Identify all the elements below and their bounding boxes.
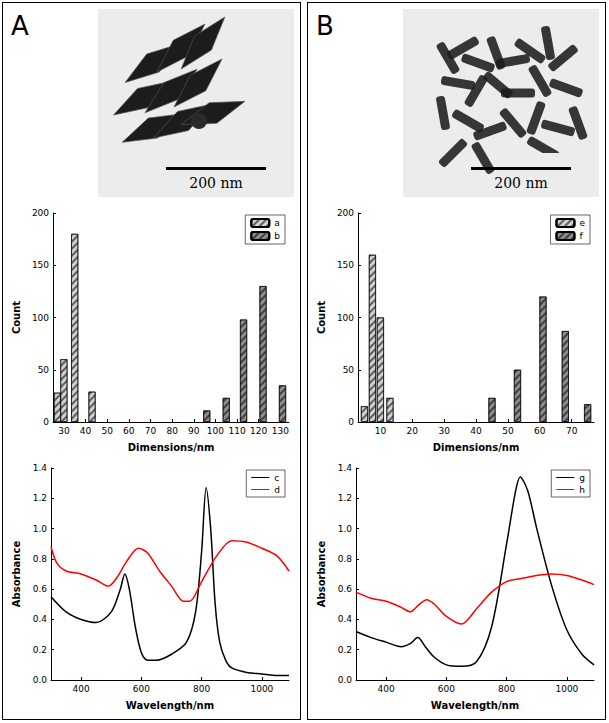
svg-text:50: 50	[343, 365, 355, 375]
svg-text:f: f	[579, 231, 583, 241]
svg-text:A: A	[11, 11, 29, 41]
svg-text:150: 150	[337, 260, 354, 270]
svg-text:0.2: 0.2	[33, 645, 47, 655]
svg-text:200: 200	[32, 208, 49, 218]
svg-text:800: 800	[498, 684, 515, 694]
svg-text:50: 50	[38, 365, 50, 375]
svg-text:h: h	[579, 485, 585, 495]
svg-text:0.0: 0.0	[338, 675, 353, 685]
svg-text:0.2: 0.2	[338, 645, 352, 655]
svg-text:150: 150	[32, 260, 49, 270]
svg-text:1.0: 1.0	[338, 524, 353, 534]
svg-text:Absorbance: Absorbance	[316, 541, 327, 608]
svg-text:30: 30	[58, 426, 70, 436]
svg-text:1.2: 1.2	[33, 493, 47, 503]
svg-text:60: 60	[123, 426, 135, 436]
svg-text:70: 70	[145, 426, 157, 436]
svg-text:90: 90	[188, 426, 200, 436]
svg-text:50: 50	[101, 426, 113, 436]
svg-text:0.4: 0.4	[338, 614, 353, 624]
svg-text:0.8: 0.8	[33, 554, 48, 564]
svg-text:0.6: 0.6	[33, 584, 48, 594]
svg-text:Dimensions/nm: Dimensions/nm	[433, 442, 520, 453]
svg-text:Wavelength/nm: Wavelength/nm	[431, 700, 519, 711]
svg-text:0: 0	[348, 417, 354, 427]
svg-text:10: 10	[375, 426, 387, 436]
svg-text:100: 100	[207, 426, 224, 436]
svg-text:e: e	[579, 218, 585, 228]
svg-text:1.4: 1.4	[338, 463, 353, 473]
svg-text:1000: 1000	[555, 684, 578, 694]
svg-text:70: 70	[566, 426, 578, 436]
svg-text:200: 200	[337, 208, 354, 218]
svg-text:60: 60	[534, 426, 546, 436]
svg-text:130: 130	[272, 426, 289, 436]
svg-text:400: 400	[73, 684, 90, 694]
svg-text:d: d	[274, 485, 280, 495]
svg-text:0.8: 0.8	[338, 554, 353, 564]
svg-text:600: 600	[438, 684, 455, 694]
svg-text:b: b	[274, 231, 280, 241]
svg-text:1000: 1000	[250, 684, 273, 694]
svg-text:40: 40	[470, 426, 482, 436]
svg-text:c: c	[274, 473, 279, 483]
svg-text:0.6: 0.6	[338, 584, 353, 594]
svg-text:120: 120	[250, 426, 267, 436]
svg-text:200 nm: 200 nm	[494, 175, 547, 191]
svg-text:1.4: 1.4	[33, 463, 48, 473]
svg-text:Wavelength/nm: Wavelength/nm	[126, 700, 214, 711]
svg-text:80: 80	[166, 426, 178, 436]
svg-text:110: 110	[228, 426, 245, 436]
svg-text:200 nm: 200 nm	[189, 175, 242, 191]
svg-text:100: 100	[32, 313, 49, 323]
svg-text:Absorbance: Absorbance	[11, 541, 22, 608]
svg-text:600: 600	[133, 684, 150, 694]
svg-text:50: 50	[502, 426, 514, 436]
svg-text:30: 30	[438, 426, 450, 436]
svg-text:B: B	[316, 11, 334, 41]
svg-text:g: g	[579, 473, 585, 483]
svg-text:800: 800	[193, 684, 210, 694]
svg-text:1.2: 1.2	[338, 493, 352, 503]
svg-text:a: a	[274, 218, 280, 228]
svg-text:20: 20	[407, 426, 419, 436]
svg-text:100: 100	[337, 313, 354, 323]
svg-text:400: 400	[378, 684, 395, 694]
svg-text:0.4: 0.4	[33, 614, 48, 624]
svg-text:40: 40	[80, 426, 92, 436]
svg-text:0: 0	[43, 417, 49, 427]
svg-text:Count: Count	[11, 301, 22, 334]
svg-text:Count: Count	[316, 301, 327, 334]
svg-text:0.0: 0.0	[33, 675, 48, 685]
svg-text:Dimensions/nm: Dimensions/nm	[128, 442, 215, 453]
svg-text:1.0: 1.0	[33, 524, 48, 534]
